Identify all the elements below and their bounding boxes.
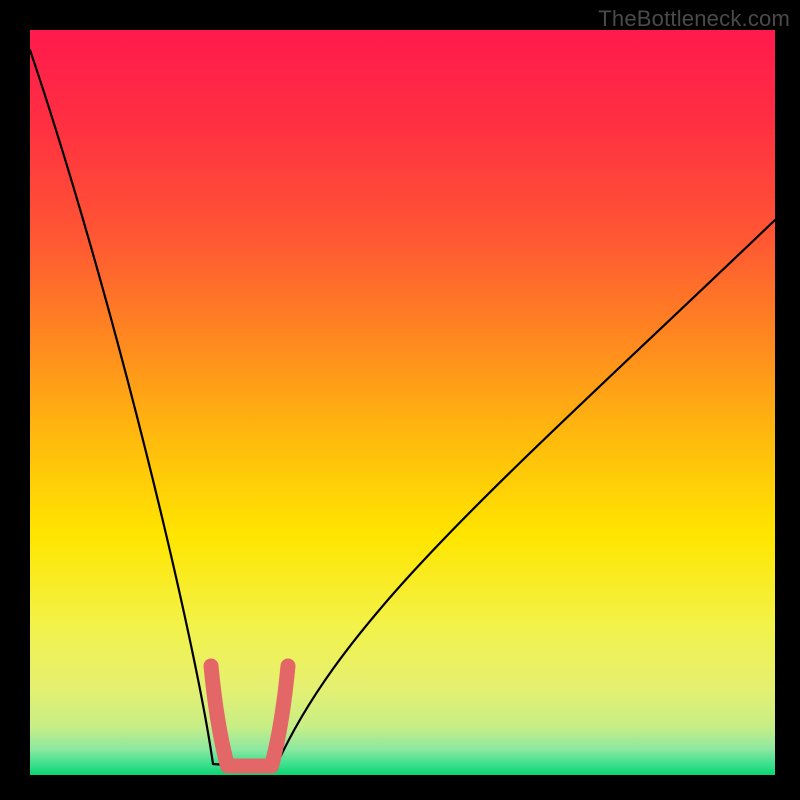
chart-root: TheBottleneck.com — [0, 0, 800, 800]
chart-svg — [0, 0, 800, 800]
watermark-text: TheBottleneck.com — [598, 6, 790, 32]
plot-background — [30, 30, 775, 775]
